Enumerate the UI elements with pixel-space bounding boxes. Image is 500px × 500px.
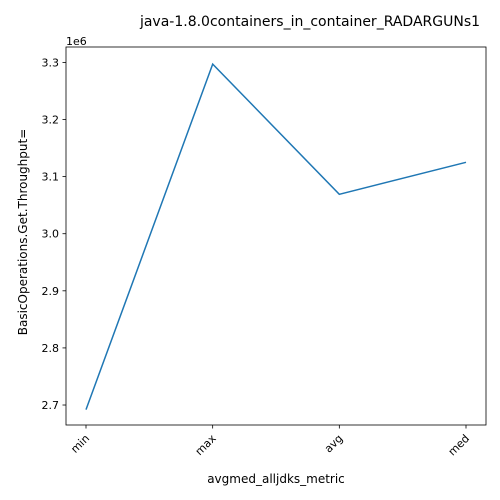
x-axis-label: avgmed_alljdks_metric (207, 472, 345, 486)
y-tick-label: 2.7 (42, 399, 60, 412)
x-tick-label: med (446, 432, 472, 458)
y-tick-label: 2.9 (42, 285, 60, 298)
y-tick-label: 3.1 (42, 171, 60, 184)
y-offset-text: 1e6 (66, 35, 87, 48)
y-axis-label: BasicOperations.Get.Throughput= (16, 129, 30, 336)
y-tick-label: 3.0 (42, 228, 60, 241)
plot-frame (65, 46, 487, 426)
chart-title: java-1.8.0containers_in_container_RADARG… (139, 14, 480, 30)
x-tick-label: avg (322, 432, 346, 456)
y-tick-label: 3.3 (42, 56, 60, 69)
y-axis-ticks: 2.7 2.8 2.9 3.0 3.1 3.2 3.3 (42, 56, 66, 412)
y-tick-label: 2.8 (42, 342, 60, 355)
series-line (85, 62, 467, 410)
x-tick-label: min (68, 432, 92, 456)
x-axis-ticks: min max avg med (68, 425, 472, 458)
y-tick-label: 3.2 (42, 114, 60, 127)
x-tick-label: max (193, 432, 219, 458)
